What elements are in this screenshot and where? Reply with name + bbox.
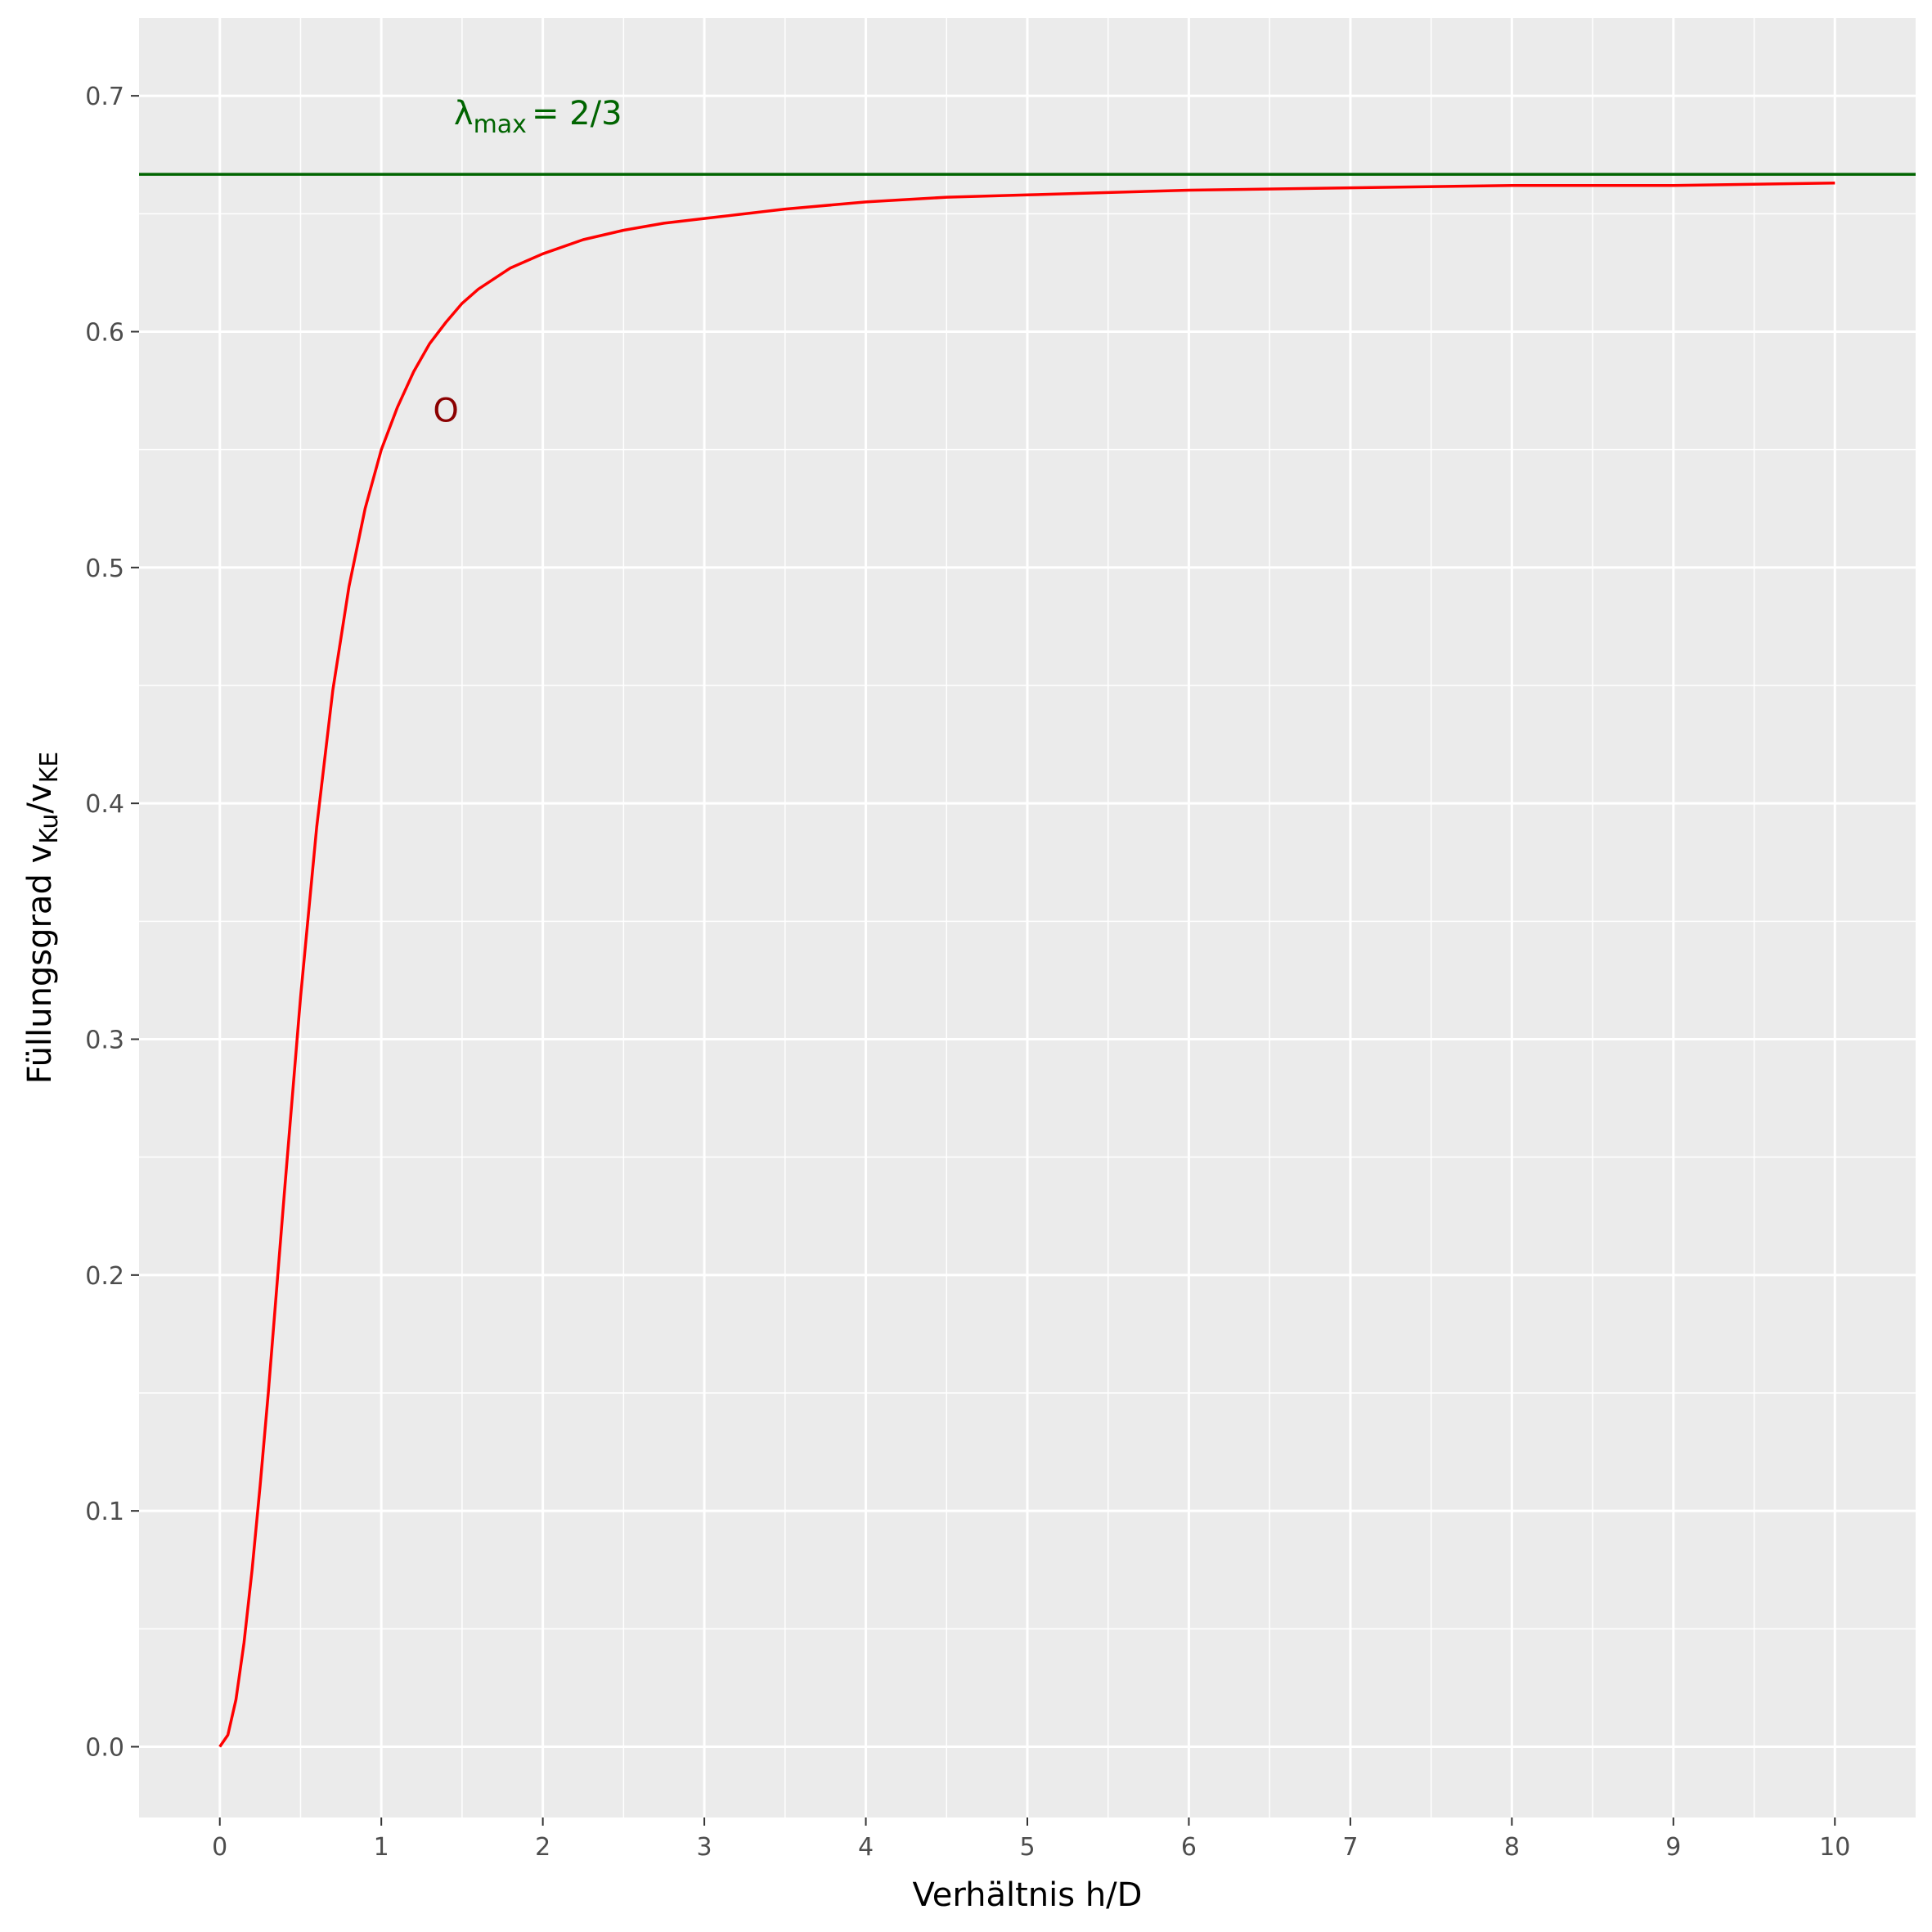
x-tick-label: 0 <box>212 1833 227 1862</box>
x-tick-label: 10 <box>1819 1833 1850 1862</box>
y-tick-label: 0.7 <box>85 83 124 111</box>
y-axis-title: Füllungsgrad vKu/vKE <box>21 752 64 1084</box>
series-line <box>218 182 1835 1748</box>
y-axis-title-slash: /v <box>21 783 59 813</box>
x-tick-label: 8 <box>1504 1833 1520 1862</box>
y-axis: 0.0 0.1 0.2 0.3 0.4 0.5 0.6 0.7 <box>85 83 139 1762</box>
lambda-value: = 2/3 <box>532 95 622 133</box>
lambda-max-annotation: λmax = 2/3 <box>454 95 622 139</box>
y-tick-label: 0.4 <box>85 790 124 819</box>
x-tick-label: 2 <box>535 1833 550 1862</box>
y-tick-label: 0.5 <box>85 555 124 583</box>
x-tick-label: 6 <box>1181 1833 1197 1862</box>
x-tick-label: 9 <box>1665 1833 1681 1862</box>
x-tick-label: 5 <box>1019 1833 1035 1862</box>
x-axis: 0 1 2 3 4 5 6 7 8 9 10 <box>212 1817 1850 1862</box>
x-tick-label: 4 <box>858 1833 874 1862</box>
x-tick-label: 3 <box>697 1833 712 1862</box>
x-tick-label: 1 <box>374 1833 389 1862</box>
lambda-subscript: max <box>474 110 527 139</box>
y-tick-label: 0.0 <box>85 1733 124 1762</box>
y-tick-label: 0.1 <box>85 1498 124 1526</box>
x-axis-title: Verhältnis h/D <box>913 1876 1143 1914</box>
grid <box>139 18 1916 1817</box>
lambda-symbol: λ <box>454 95 474 133</box>
y-axis-title-sub2: KE <box>35 752 64 784</box>
point-o-annotation: O <box>433 393 458 430</box>
y-tick-label: 0.6 <box>85 318 124 347</box>
y-tick-label: 0.3 <box>85 1026 124 1054</box>
y-tick-label: 0.2 <box>85 1262 124 1291</box>
y-axis-title-main: Füllungsgrad v <box>21 844 59 1084</box>
y-axis-title-sub1: Ku <box>35 814 64 844</box>
x-tick-label: 7 <box>1342 1833 1358 1862</box>
